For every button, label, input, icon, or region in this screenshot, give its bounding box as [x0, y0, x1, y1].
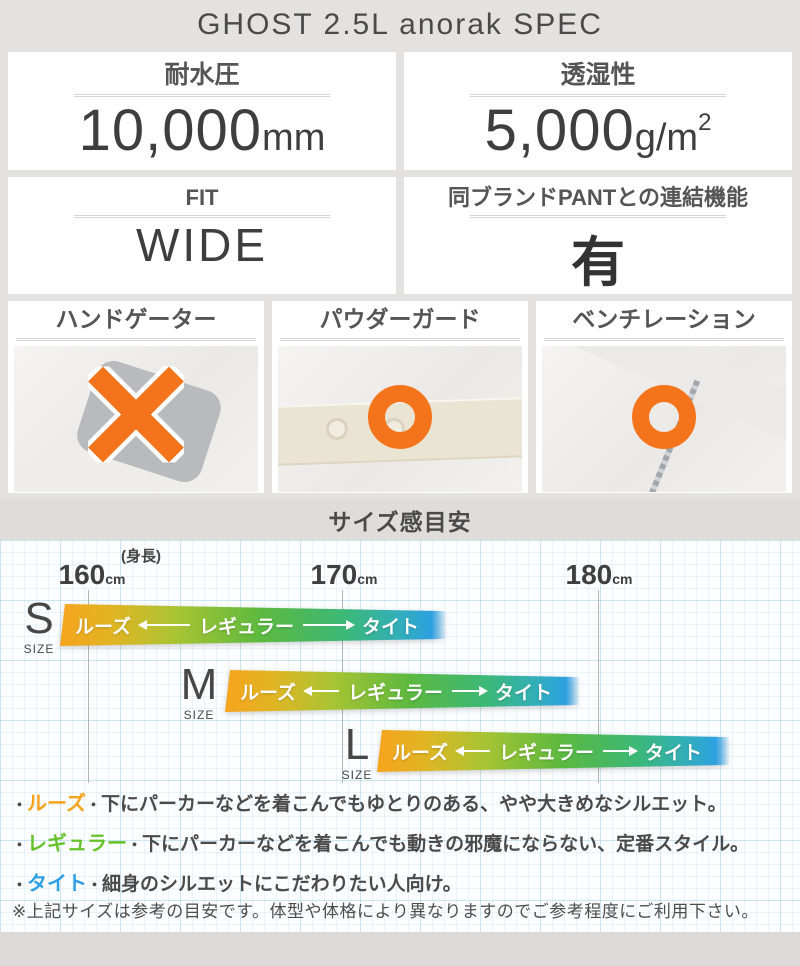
size-letter: L: [344, 720, 370, 769]
bottom-band: [0, 932, 800, 966]
tick-unit: cm: [612, 571, 633, 587]
feature-label-powder-guard: パウダーガード: [319, 306, 481, 332]
tick-unit: cm: [105, 571, 126, 587]
bar-label-regular: レギュラー: [199, 616, 295, 638]
photo-shape: [326, 417, 348, 440]
circle-mark-icon: [632, 385, 696, 450]
arrow-left-icon: [455, 746, 491, 756]
size-section-title: サイズ感目安: [328, 509, 472, 535]
bar-label-tight: タイト: [644, 742, 702, 764]
spec-label-breathability: 透湿性: [560, 61, 636, 89]
spec-panel-waterproof: 耐水圧 10,000 mm: [8, 52, 396, 170]
spec-label-waterproof: 耐水圧: [164, 61, 240, 89]
size-legend: ・ルーズ・下にパーカーなどを着こんでもゆとりのある、やや大きめなシルエット。 ・…: [12, 792, 790, 912]
spec-label-pant-connect: 同ブランドPANTとの連結機能: [447, 185, 749, 210]
legend-item-tight: ・タイト・細身のシルエットにこだわりたい人向け。: [12, 872, 790, 897]
size-sub: SIZE: [341, 768, 373, 782]
feature-photo-hand-gaiter: [14, 345, 258, 492]
size-bar-l: ルーズ レギュラー タイト: [377, 730, 730, 772]
spec-value-waterproof: 10,000: [78, 98, 263, 163]
bar-label-regular: レギュラー: [499, 742, 595, 764]
spec-value-breathability: 5,000: [484, 98, 635, 163]
bullet: ・: [12, 877, 28, 894]
feature-photo-ventilation: [542, 345, 786, 492]
size-row-label-m: M SIZE: [176, 660, 222, 723]
bar-label-loose: ルーズ: [240, 682, 297, 704]
size-chart: (身長) 160 cm 170 cm 180 cm S SIZE ルーズ レギュラー …: [0, 540, 800, 932]
title-band: GHOST 2.5L anorak SPEC: [0, 0, 800, 50]
size-row-label-s: S SIZE: [16, 594, 62, 657]
legend-desc: 下にパーカーなどを着こんでもゆとりのある、やや大きめなシルエット。: [101, 794, 727, 815]
feature-panel-ventilation: ベンチレーション: [536, 301, 792, 493]
bar-label-loose: ルーズ: [392, 742, 449, 764]
size-letter: S: [24, 594, 54, 643]
bar-label-tight: タイト: [494, 682, 552, 704]
feature-label-ventilation: ベンチレーション: [572, 306, 756, 332]
arrow-left-icon: [138, 620, 191, 630]
size-bar-m: ルーズ レギュラー タイト: [225, 670, 580, 712]
arrow-left-icon: [303, 686, 340, 696]
bar-label-loose: ルーズ: [75, 616, 132, 638]
bullet: ・: [86, 797, 102, 814]
divider: [73, 94, 331, 97]
spec-value-pant-connect: 有: [571, 233, 625, 294]
spec-grid: 耐水圧 10,000 mm 透湿性 5,000 g/m 2 FIT WIDE 同ブラン…: [0, 50, 800, 493]
tick-value: 170: [310, 559, 358, 590]
page-title: GHOST 2.5L anorak SPEC: [197, 8, 603, 41]
divider: [469, 215, 727, 219]
bullet: ・: [127, 837, 143, 854]
legend-desc: 細身のシルエットにこだわりたい人向け。: [102, 874, 462, 895]
divider: [469, 94, 727, 97]
legend-term-regular: レギュラー: [27, 833, 128, 855]
spec-unit-waterproof: mm: [262, 117, 326, 159]
legend-term-loose: ルーズ: [27, 793, 87, 815]
legend-item-loose: ・ルーズ・下にパーカーなどを着こんでもゆとりのある、やや大きめなシルエット。: [12, 792, 790, 817]
legend-desc: 下にパーカーなどを着こんでも動きの邪魔にならない、定番スタイル。: [142, 834, 750, 855]
arrow-right-icon: [303, 620, 355, 630]
cross-mark-icon: [81, 360, 191, 469]
spec-panel-fit: FIT WIDE: [8, 177, 396, 294]
axis-tick-170: 170 cm: [311, 559, 378, 591]
spec-value-fit: WIDE: [135, 219, 269, 272]
bullet: ・: [12, 837, 28, 854]
bullet: ・: [12, 797, 28, 814]
size-letter: M: [180, 660, 218, 709]
bar-label-regular: レギュラー: [348, 682, 444, 704]
divider: [279, 337, 521, 341]
size-row-label-l: L SIZE: [334, 720, 380, 783]
arrow-right-icon: [452, 686, 488, 696]
tick-value: 180: [565, 559, 613, 590]
bullet: ・: [87, 877, 103, 894]
feature-photo-powder-guard: [278, 345, 522, 492]
arrow-right-icon: [603, 746, 638, 756]
gridline: [88, 590, 89, 783]
spec-label-fit: FIT: [185, 185, 219, 210]
tick-value: 160: [58, 559, 106, 590]
divider: [15, 337, 257, 341]
tick-unit: cm: [357, 571, 378, 587]
size-sub: SIZE: [183, 708, 215, 722]
divider: [73, 215, 331, 219]
circle-mark-icon: [368, 385, 432, 450]
size-bar-s: ルーズ レギュラー タイト: [60, 604, 447, 646]
size-sub: SIZE: [23, 642, 55, 656]
legend-item-regular: ・レギュラー・下にパーカーなどを着こんでも動きの邪魔にならない、定番スタイル。: [12, 832, 790, 857]
legend-term-tight: タイト: [27, 873, 88, 895]
spec-panel-breathability: 透湿性 5,000 g/m 2: [404, 52, 792, 170]
spec-unit-superscript: 2: [698, 109, 712, 136]
feature-panel-hand-gaiter: ハンドゲーター: [8, 301, 264, 493]
feature-panel-powder-guard: パウダーガード: [272, 301, 528, 493]
size-disclaimer-note: ※上記サイズは参考の目安です。体型や体格により異なりますのでご参考程度にご利用下…: [12, 902, 759, 921]
bar-label-tight: タイト: [361, 616, 419, 638]
size-section-header: サイズ感目安: [0, 500, 800, 540]
gridline: [598, 590, 599, 783]
height-axis-label: (身長): [121, 548, 161, 565]
spec-panel-pant-connect: 同ブランドPANTとの連結機能 有: [404, 177, 792, 294]
divider: [543, 337, 785, 341]
spec-unit-breathability: g/m: [634, 117, 699, 159]
feature-label-hand-gaiter: ハンドゲーター: [55, 306, 217, 332]
axis-tick-180: 180 cm: [566, 559, 633, 591]
axis-tick-160: 160 cm: [59, 559, 126, 591]
